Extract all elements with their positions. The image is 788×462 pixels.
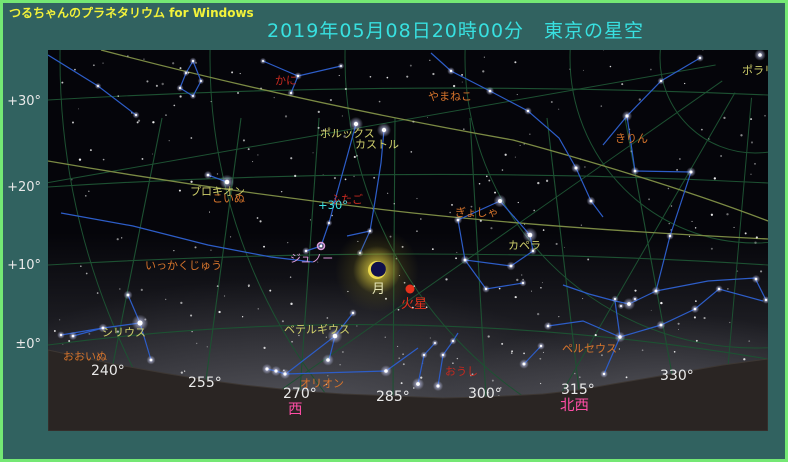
star-chart-canvas: 240° 255° 270° 285° 300° 315° 330° 西 北西 ポラリスポルックス…: [48, 50, 768, 431]
star-name-label: ポルックス: [320, 127, 375, 140]
constellation-label: ぎょしゃ: [455, 205, 498, 219]
zodiac-constellation-label: ふたご: [330, 192, 363, 206]
azimuth-label: 300°: [468, 386, 502, 402]
azimuth-label: 315°: [561, 382, 595, 398]
constellation-label: きりん: [615, 132, 648, 145]
altitude-label: +10°: [7, 258, 41, 273]
constellation-lynx: [430, 52, 604, 218]
app-title: つるちゃんのプラネタリウム for Windows: [9, 6, 254, 20]
datetime-title: 2019年05月08日20時00分 東京の星空: [267, 20, 645, 42]
horizon-ground: [48, 349, 768, 431]
constellation-label: こいぬ: [212, 192, 245, 205]
azimuth-label: 330°: [660, 368, 694, 384]
azimuth-label: 255°: [188, 375, 222, 391]
azimuth-label: 270°: [283, 386, 317, 402]
constellation-label: やまねこ: [428, 90, 472, 103]
star-name-label: ポラリス: [742, 64, 768, 77]
direction-label: 西: [288, 402, 303, 418]
star-chart[interactable]: 240° 255° 270° 285° 300° 315° 330° 西 北西 ポラリスポルックス…: [48, 50, 768, 431]
constellation-label: おおいぬ: [63, 350, 107, 363]
zodiac-constellation-label: かに: [275, 74, 297, 87]
zodiac-constellation-label: おうし: [445, 365, 478, 378]
azimuth-label: 285°: [376, 389, 410, 405]
mars-label: 火星: [401, 297, 427, 312]
mars-dot: [405, 284, 415, 294]
juno-marker: [316, 241, 326, 251]
direction-label: 北西: [560, 397, 589, 414]
constellation-monoceros: [60, 212, 314, 263]
juno-label: ジュノー: [290, 252, 333, 265]
altitude-label: ±0°: [15, 337, 41, 352]
constellation-label: オリオン: [300, 377, 344, 390]
altitude-label: +30°: [7, 94, 41, 109]
constellation-hydra: [48, 54, 202, 116]
star-name-label: ベテルギウス: [284, 323, 350, 336]
ecliptic-tick-label: +30°: [318, 198, 348, 212]
altitude-axis: +30° +20° +10° ±0°: [3, 3, 43, 459]
constellation-label: いっかくじゅう: [145, 259, 222, 272]
constellation-label: ペルセウス: [562, 342, 617, 355]
azimuth-label: 240°: [91, 363, 125, 379]
moon-label: 月: [372, 282, 385, 297]
star-name-label: カストル: [355, 138, 399, 151]
star-name-label: プロキオン: [190, 185, 245, 198]
star-name-label: シリウス: [102, 326, 146, 339]
altitude-label: +20°: [7, 180, 41, 195]
star-name-label: カペラ: [508, 239, 541, 252]
